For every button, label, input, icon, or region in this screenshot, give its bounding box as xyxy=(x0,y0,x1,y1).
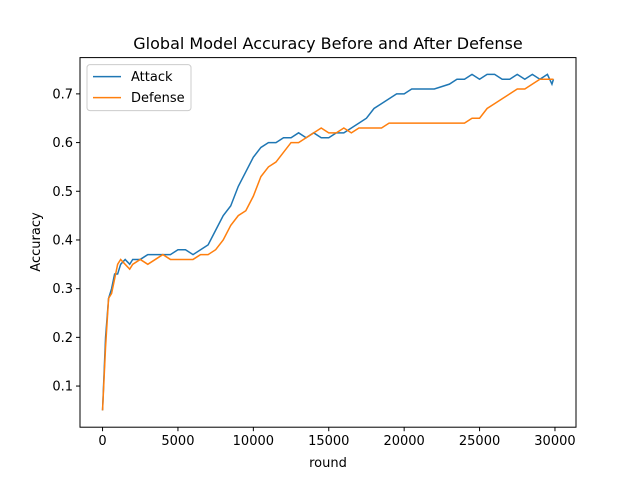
y-tick-label: 0.1 xyxy=(52,380,73,395)
plot-frame xyxy=(79,57,577,428)
y-tick-label: 0.7 xyxy=(52,87,73,102)
x-tick-label: 25000 xyxy=(459,434,500,449)
chart-title: Global Model Accuracy Before and After D… xyxy=(133,34,522,53)
x-tick-label: 20000 xyxy=(383,434,424,449)
y-axis-label: Accuracy xyxy=(29,212,44,272)
x-tick-label: 30000 xyxy=(534,434,575,449)
x-tick-label: 15000 xyxy=(308,434,349,449)
y-tick-label: 0.3 xyxy=(52,282,73,297)
legend-label: Attack xyxy=(131,70,173,85)
x-tick-label: 10000 xyxy=(233,434,274,449)
data-line xyxy=(101,73,555,411)
x-tick-label: 0 xyxy=(98,434,106,449)
y-tick-label: 0.4 xyxy=(52,233,73,248)
y-tick-label: 0.6 xyxy=(52,136,73,151)
data-line xyxy=(101,78,554,411)
x-tick-label: 5000 xyxy=(161,434,194,449)
y-tick-label: 0.2 xyxy=(52,331,73,346)
y-tick-label: 0.5 xyxy=(52,185,73,200)
legend-label: Defense xyxy=(131,91,185,106)
x-axis-label: round xyxy=(309,456,347,471)
